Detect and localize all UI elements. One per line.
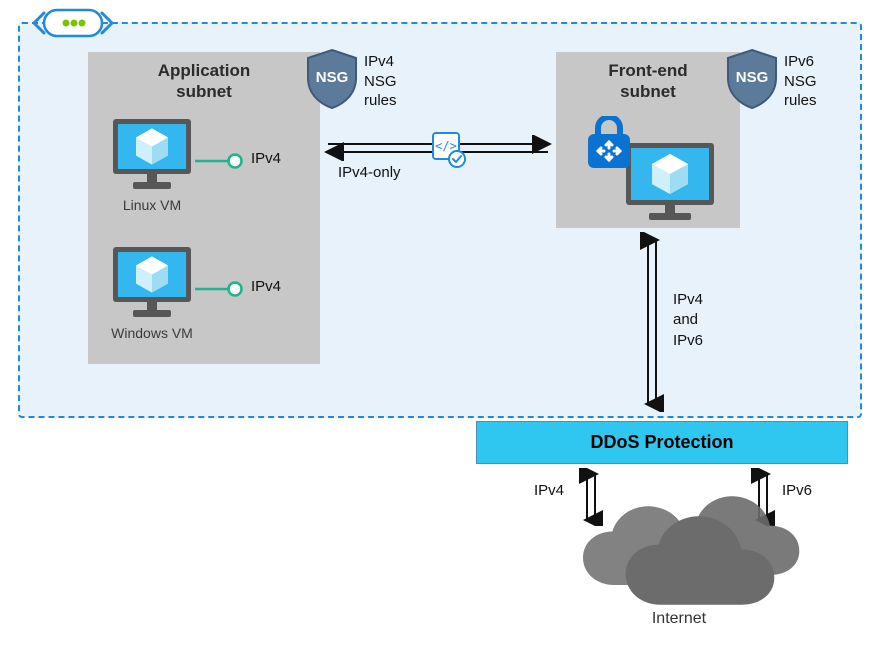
windows-vm-label: Windows VM xyxy=(96,325,208,341)
vnet-glyph-icon xyxy=(28,4,118,42)
internet-cloud-icon xyxy=(554,494,804,614)
app-nsg-shield-icon: NSG xyxy=(304,48,360,110)
windows-nic-label: IPv4 xyxy=(251,278,281,295)
t2: subnet xyxy=(620,82,676,101)
app-nsg-label: IPv4NSGrules xyxy=(364,52,397,111)
t2: subnet xyxy=(176,82,232,101)
linux-vm-icon xyxy=(110,116,194,199)
frontend-subnet-title: Front-end subnet xyxy=(556,60,740,103)
frontend-vm-icon xyxy=(623,140,717,230)
ipv4-only-label: IPv4-only xyxy=(338,164,401,181)
t1: Application xyxy=(158,61,251,80)
load-balancer-icon xyxy=(582,116,636,174)
svg-text:NSG: NSG xyxy=(316,69,349,86)
linux-nic-icon xyxy=(195,152,255,170)
windows-vm-icon xyxy=(110,244,194,327)
application-subnet-title: Application subnet xyxy=(88,60,320,103)
linux-nic-label: IPv4 xyxy=(251,150,281,167)
windows-nic-icon xyxy=(195,280,255,298)
arrow-fe-ddos xyxy=(639,232,665,412)
linux-vm-label: Linux VM xyxy=(96,197,208,213)
fe-nsg-shield-icon: NSG xyxy=(724,48,780,110)
ipv4-and-ipv6-label: IPv4andIPv6 xyxy=(673,290,703,351)
internet-label: Internet xyxy=(554,610,804,628)
fe-nsg-label: IPv6NSGrules xyxy=(784,52,817,111)
ddos-protection-box: DDoS Protection xyxy=(476,421,848,464)
api-management-icon: </> xyxy=(430,132,468,170)
ddos-protection-label: DDoS Protection xyxy=(590,432,733,453)
svg-text:NSG: NSG xyxy=(736,69,769,86)
t1: Front-end xyxy=(608,61,687,80)
